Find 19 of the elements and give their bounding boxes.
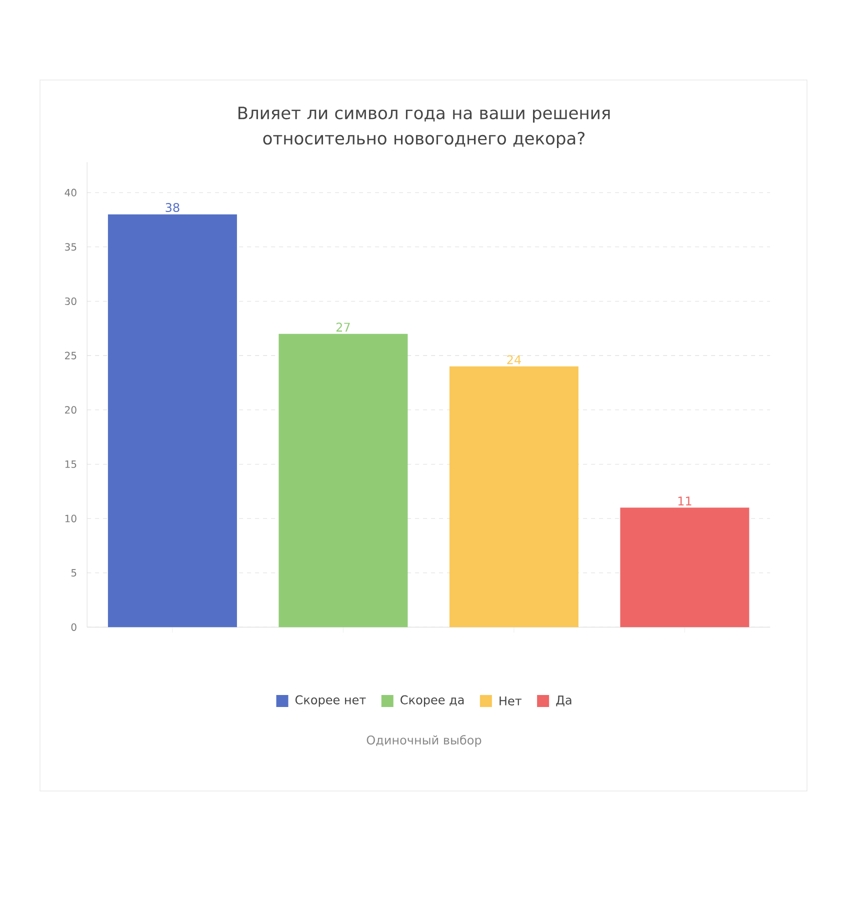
- legend-label: Да: [556, 696, 572, 706]
- data-label: 24: [507, 355, 521, 364]
- data-label: 27: [336, 322, 350, 332]
- y-tick-label: 40: [64, 188, 76, 196]
- legend-label: Нет: [500, 696, 522, 706]
- y-tick-label: 0: [71, 623, 76, 631]
- y-tick-label: 15: [65, 460, 76, 468]
- data-label: 11: [678, 496, 692, 506]
- y-tick-label: 10: [65, 514, 76, 522]
- legend-label: Скорее нет: [295, 695, 366, 707]
- y-tick-label: 20: [65, 406, 76, 414]
- legend-label: Скорее да: [400, 695, 464, 707]
- data-label: 38: [166, 202, 180, 212]
- chart-title: Влияет ли символ года на ваши решения относительно новогоднего декора?: [238, 106, 610, 148]
- y-tick-label: 25: [65, 352, 76, 360]
- y-tick-label: 5: [71, 569, 76, 577]
- text: Одиночный выбор: [366, 735, 482, 747]
- y-tick-label: 35: [65, 243, 76, 251]
- y-tick-label: 30: [65, 297, 76, 306]
